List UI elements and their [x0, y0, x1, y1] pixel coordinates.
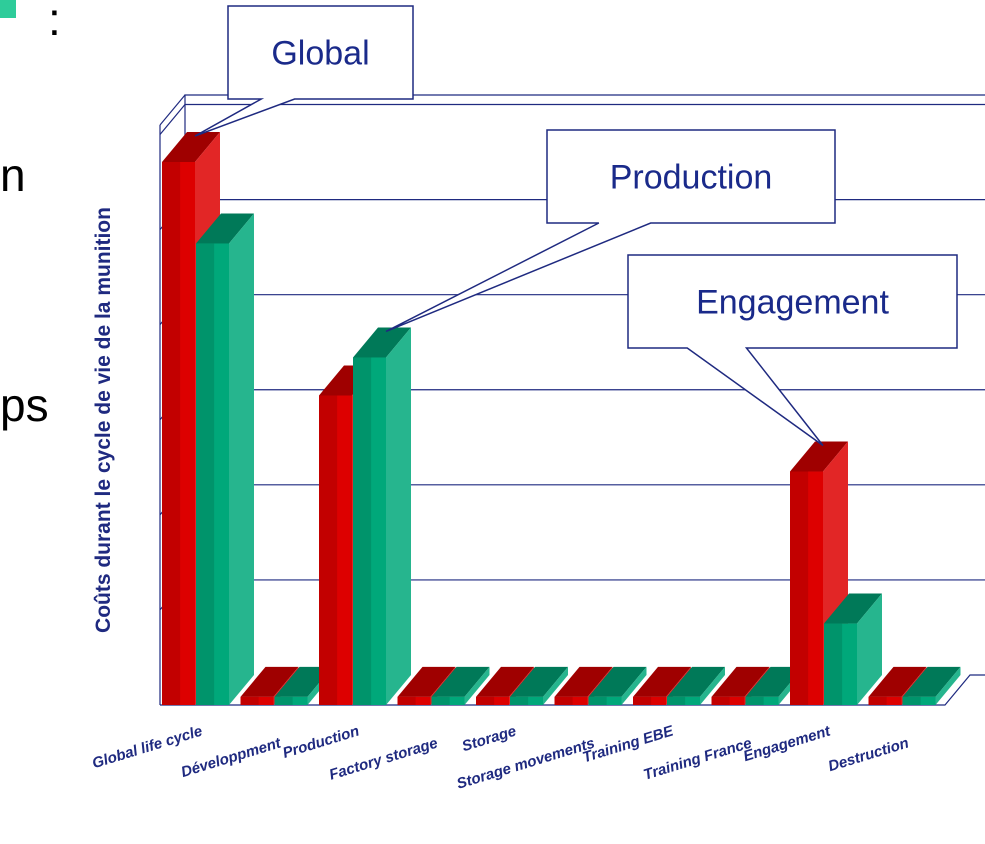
accent-bar [0, 0, 16, 18]
x-tick-label: Destruction [826, 735, 911, 776]
callout-production [385, 129, 836, 333]
x-tick-label: Training EBE [581, 722, 677, 766]
callout-global [194, 5, 414, 137]
x-tick-label: Storage [460, 723, 518, 756]
slide-fragment-ps: ps [0, 379, 49, 431]
callout-engagement [627, 254, 958, 447]
left-wall-top [159, 94, 186, 126]
callout-label: Engagement [696, 284, 889, 322]
callout-label: Global [271, 35, 369, 73]
floor-outline [160, 674, 985, 706]
callout-label: Production [610, 159, 773, 197]
slide-fragment-n: n [0, 149, 26, 201]
x-tick-label: Engagement [741, 722, 833, 765]
x-tick-label: Production [281, 723, 362, 762]
bar [824, 593, 882, 705]
bar [667, 666, 725, 705]
slide-fragment-colon: : [48, 0, 61, 45]
bar [588, 666, 647, 705]
bar [510, 666, 568, 705]
bar [431, 666, 490, 705]
bar [902, 666, 961, 705]
gridline-diag [159, 104, 186, 135]
bar [353, 327, 411, 705]
bar [196, 213, 254, 705]
